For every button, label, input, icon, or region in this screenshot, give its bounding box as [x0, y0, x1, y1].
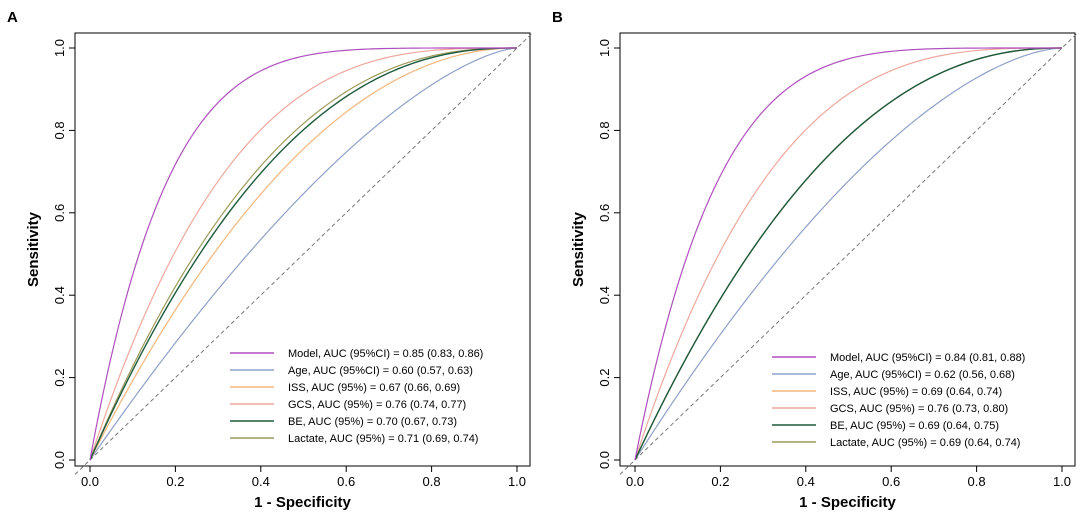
x-tick-label: 0.8 [423, 474, 441, 489]
x-tick-label: 0.6 [337, 474, 355, 489]
legend-label-be: BE, AUC (95%) = 0.70 (0.67, 0.73) [288, 416, 457, 428]
y-tick-label: 0.8 [597, 121, 612, 139]
x-tick-label: 0.2 [711, 474, 729, 489]
y-tick-label: 0.2 [52, 369, 67, 387]
roc-curve-model [89, 47, 517, 461]
x-axis-title: 1 - Specificity [254, 494, 351, 511]
panel-label: B [552, 9, 563, 26]
y-tick-label: 0.8 [52, 121, 67, 139]
roc-curve-model [634, 47, 1062, 461]
x-tick-label: 0.4 [252, 474, 270, 489]
reference-diagonal [74, 33, 533, 475]
roc-curve-gcs [89, 47, 517, 461]
legend-label-age: Age, AUC (95%CI) = 0.60 (0.57, 0.63) [288, 365, 473, 377]
x-tick-label: 0.8 [968, 474, 986, 489]
y-tick-label: 0.6 [597, 204, 612, 222]
y-tick-label: 0.4 [52, 286, 67, 304]
plot-frame [619, 32, 1076, 467]
legend-label-be: BE, AUC (95%) = 0.69 (0.64, 0.75) [830, 420, 999, 432]
legend-label-lactate: Lactate, AUC (95%) = 0.69 (0.64, 0.74) [830, 437, 1020, 449]
roc-panel-a: A 0.0 0.2 0.4 0.6 0.8 1.0 0.0 0.2 0.4 0.6 0.8 1.0 1 -… [7, 9, 533, 511]
y-tick-label: 1.0 [597, 39, 612, 57]
y-tick-label: 0.2 [597, 369, 612, 387]
roc-curve-be [634, 47, 1063, 461]
legend: Model, AUC (95%CI) = 0.85 (0.83, 0.86) Ag… [230, 348, 483, 445]
legend-label-age: Age, AUC (95%CI) = 0.62 (0.56, 0.68) [830, 369, 1015, 381]
x-tick-label: 1.0 [508, 474, 526, 489]
y-tick-label: 0.0 [597, 451, 612, 469]
y-axis-title: Sensitivity [570, 211, 587, 287]
roc-curve-be [89, 47, 518, 461]
x-axis-title: 1 - Specificity [799, 494, 896, 511]
legend: Model, AUC (95%CI) = 0.84 (0.81, 0.88) Ag… [772, 352, 1025, 449]
y-tick-label: 0.4 [597, 286, 612, 304]
roc-curve-iss [89, 47, 518, 461]
y-tick-label: 1.0 [52, 39, 67, 57]
plot-frame [74, 32, 531, 467]
legend-label-iss: ISS, AUC (95%) = 0.69 (0.64, 0.74) [830, 386, 1002, 398]
roc-panel-b: B 0.0 0.2 0.4 0.6 0.8 1.0 0.0 0.2 0.4 0.6 0.8 1.0 1 -… [552, 9, 1078, 511]
x-tick-label: 0.6 [882, 474, 900, 489]
legend-label-iss: ISS, AUC (95%) = 0.67 (0.66, 0.69) [288, 382, 460, 394]
y-axis-title: Sensitivity [25, 211, 42, 287]
legend-label-model: Model, AUC (95%CI) = 0.85 (0.83, 0.86) [288, 348, 483, 360]
y-tick-label: 0.6 [52, 204, 67, 222]
x-tick-label: 0.0 [81, 474, 99, 489]
legend-label-model: Model, AUC (95%CI) = 0.84 (0.81, 0.88) [830, 352, 1025, 364]
x-tick-label: 0.0 [626, 474, 644, 489]
panel-label: A [7, 9, 18, 26]
x-tick-label: 0.4 [797, 474, 815, 489]
legend-label-gcs: GCS, AUC (95%) = 0.76 (0.73, 0.80) [830, 403, 1008, 415]
x-tick-label: 1.0 [1053, 474, 1071, 489]
reference-diagonal [619, 33, 1078, 475]
roc-curve-gcs [634, 47, 1062, 461]
y-tick-label: 0.0 [52, 451, 67, 469]
roc-curve-age [89, 47, 518, 461]
x-tick-label: 0.2 [166, 474, 184, 489]
legend-label-lactate: Lactate, AUC (95%) = 0.71 (0.69, 0.74) [288, 433, 478, 445]
legend-label-gcs: GCS, AUC (95%) = 0.76 (0.74, 0.77) [288, 399, 466, 411]
roc-curve-age [634, 47, 1063, 461]
